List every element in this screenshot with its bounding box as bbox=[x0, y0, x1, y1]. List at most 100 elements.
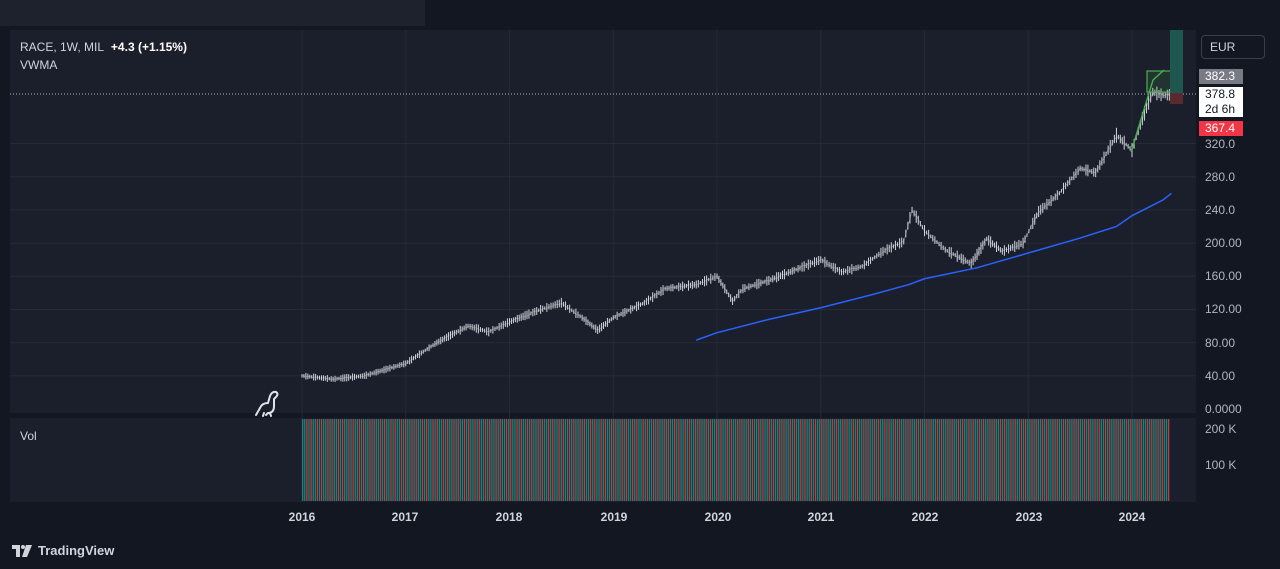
volume-bar bbox=[1123, 419, 1126, 501]
volume-bar bbox=[892, 419, 894, 501]
y-tick-label: 40.00 bbox=[1205, 369, 1236, 383]
volume-bar bbox=[337, 419, 340, 501]
volume-bar bbox=[566, 419, 569, 501]
volume-bar bbox=[1024, 419, 1027, 501]
top-toolbar-strip bbox=[0, 0, 425, 26]
volume-bar bbox=[472, 419, 474, 501]
volume-bar bbox=[617, 419, 619, 501]
volume-bar bbox=[310, 419, 312, 501]
volume-bar bbox=[541, 419, 543, 501]
volume-bar bbox=[1151, 419, 1153, 501]
volume-bar bbox=[348, 419, 350, 501]
volume-bar bbox=[314, 419, 317, 501]
volume-bar bbox=[961, 419, 964, 501]
volume-bar bbox=[1098, 419, 1100, 501]
volume-bar bbox=[894, 419, 897, 501]
volume-bar bbox=[976, 419, 979, 501]
volume-bar bbox=[1010, 419, 1012, 501]
volume-bar bbox=[463, 419, 466, 501]
volume-bar bbox=[627, 419, 630, 501]
volume-bar bbox=[583, 419, 586, 501]
volume-bar bbox=[667, 419, 670, 501]
volume-bar bbox=[501, 419, 504, 501]
volume-bar bbox=[1167, 419, 1170, 501]
volume-bar bbox=[907, 419, 909, 501]
volume-bar bbox=[1035, 419, 1037, 501]
volume-bar bbox=[465, 419, 468, 501]
volume-bar bbox=[547, 419, 550, 501]
volume-bar bbox=[1056, 419, 1058, 501]
volume-bar bbox=[903, 419, 905, 501]
y-tick-label: 120.00 bbox=[1205, 302, 1242, 316]
volume-bar bbox=[396, 419, 398, 501]
indicator-legend[interactable]: VWMA bbox=[20, 58, 58, 72]
volume-bar bbox=[844, 419, 846, 501]
symbol-line[interactable]: RACE, 1W, MIL bbox=[20, 40, 104, 54]
volume-bar bbox=[743, 419, 745, 501]
volume-bar bbox=[1046, 419, 1048, 501]
volume-bar bbox=[365, 419, 367, 501]
volume-bar bbox=[552, 419, 554, 501]
volume-bar bbox=[686, 419, 689, 501]
tradingview-brand[interactable]: TradingView bbox=[12, 543, 114, 558]
volume-bar bbox=[812, 419, 815, 501]
volume-bar bbox=[373, 419, 375, 501]
volume-bar bbox=[484, 419, 487, 501]
volume-bar bbox=[377, 419, 380, 501]
volume-bar bbox=[323, 419, 325, 501]
volume-bar bbox=[882, 419, 884, 501]
volume-bar bbox=[886, 419, 888, 501]
volume-bar bbox=[1037, 419, 1039, 501]
volume-bar bbox=[768, 419, 770, 501]
volume-bar bbox=[781, 419, 783, 501]
volume-bar bbox=[724, 419, 726, 501]
x-tick-label: 2019 bbox=[600, 510, 628, 524]
volume-bar bbox=[665, 419, 667, 501]
volume-bar bbox=[1031, 419, 1033, 501]
volume-bar bbox=[1060, 419, 1063, 501]
volume-bar bbox=[837, 419, 840, 501]
y-tick-label: 160.00 bbox=[1205, 269, 1242, 283]
volume-bar bbox=[537, 419, 539, 501]
volume-bar bbox=[957, 419, 960, 501]
volume-bar bbox=[737, 419, 739, 501]
volume-bar bbox=[518, 419, 520, 501]
volume-bar bbox=[522, 419, 525, 501]
volume-bar bbox=[507, 419, 510, 501]
volume-bar bbox=[751, 419, 754, 501]
dino-logo-icon bbox=[255, 390, 279, 417]
volume-bar bbox=[308, 419, 310, 501]
volume-bar bbox=[865, 419, 867, 501]
volume-bar bbox=[789, 419, 791, 501]
volume-bar bbox=[379, 419, 382, 501]
volume-bar bbox=[558, 419, 560, 501]
volume-bar bbox=[402, 419, 405, 501]
volume-bar bbox=[739, 419, 741, 501]
volume-tick-label: 100 K bbox=[1205, 458, 1237, 472]
volume-bar bbox=[1029, 419, 1031, 501]
volume-bar bbox=[1001, 419, 1004, 501]
volume-bar bbox=[848, 419, 850, 501]
volume-bar bbox=[741, 419, 743, 501]
volume-bar bbox=[302, 419, 304, 501]
volume-bar bbox=[426, 419, 428, 501]
volume-bar bbox=[795, 419, 798, 501]
price-pane[interactable] bbox=[10, 30, 1196, 413]
volume-bar bbox=[827, 419, 829, 501]
volume-bar bbox=[995, 419, 997, 501]
volume-bar bbox=[989, 419, 991, 501]
volume-bar bbox=[749, 419, 752, 501]
volume-bar bbox=[1067, 419, 1069, 501]
x-tick-label: 2020 bbox=[704, 510, 732, 524]
currency-button[interactable]: EUR bbox=[1201, 35, 1265, 59]
volume-bar bbox=[571, 419, 573, 501]
volume-bar bbox=[747, 419, 749, 501]
volume-bar bbox=[556, 419, 558, 501]
symbol-legend[interactable]: RACE, 1W, MIL +4.3 (+1.15%) bbox=[20, 40, 187, 54]
volume-bar bbox=[879, 419, 882, 501]
volume-bar bbox=[1012, 419, 1014, 501]
volume-bar bbox=[520, 419, 522, 501]
volume-bar bbox=[1085, 419, 1088, 501]
volume-legend[interactable]: Vol bbox=[20, 429, 37, 443]
